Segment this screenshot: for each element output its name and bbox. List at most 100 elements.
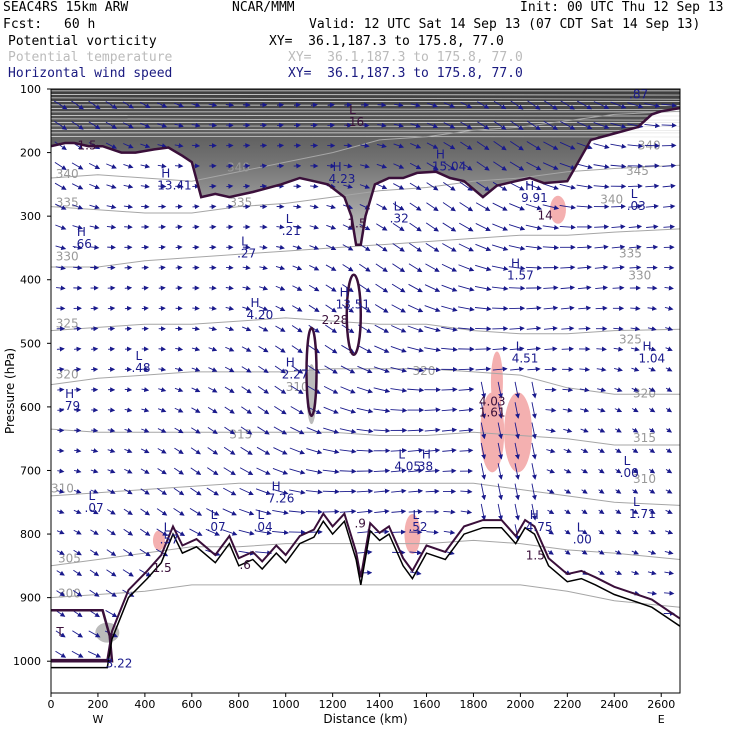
wind-vector [191,407,201,413]
wind-vector [241,386,252,394]
wind-vector [306,427,322,435]
wind-vector [72,630,84,638]
wind-vector [459,181,473,191]
wind-vector [665,407,673,413]
wind-vector [123,143,134,149]
extremum-value: 1.57 [507,269,534,283]
extremum-marker: L [412,508,419,522]
x-tick-label: 600 [181,698,202,711]
extremum-marker: L [241,234,248,248]
wind-vector [594,264,609,270]
wind-vector [107,407,116,413]
extremum-value: .48 [131,361,150,375]
wind-vector [190,447,201,455]
wind-vector [157,488,168,495]
extremum-value: 1.5 [153,561,172,575]
wind-vector [474,285,492,292]
wind-vector [661,122,677,128]
wind-vector [665,488,673,494]
wind-vector [340,386,356,394]
wind-vector [424,347,442,353]
wind-vector [377,102,387,108]
wind-vector [105,142,117,149]
wind-vector [260,163,268,169]
wind-vector [356,407,374,414]
wind-vector [409,202,422,211]
wind-vector [158,285,166,291]
wind-vector [391,283,406,293]
wind-vector [107,489,116,494]
wind-vector [256,467,271,475]
wind-vector [593,164,610,170]
wind-vector [376,183,388,190]
wind-vector [664,285,674,291]
wind-vector [645,203,659,209]
wind-vector [224,386,235,393]
wind-vector [581,529,588,535]
wind-vector [107,509,116,515]
wind-vector [223,467,236,476]
wind-vector [614,549,622,555]
wind-vector [89,569,100,577]
extremum-marker: H [77,225,86,239]
wind-vector [492,223,509,231]
wind-vector [307,385,321,394]
wind-vector [158,265,166,271]
wind-vector [610,101,627,109]
extremum-marker: L [89,489,96,503]
wind-vector [559,224,576,230]
wind-vector [375,263,388,273]
wind-vector [663,203,676,209]
wind-vector [577,244,593,250]
wind-vector [647,570,657,576]
wind-vector [577,285,592,291]
wind-vector [56,346,65,352]
wind-vector [547,529,555,535]
wind-vector [123,528,134,536]
wind-vector [106,163,117,169]
extremum-marker: H [340,285,349,299]
wind-vector [356,428,374,434]
extremum-value: .52 [408,520,427,534]
wind-vector [224,426,236,435]
wind-vector [409,162,422,170]
wind-vector [527,346,542,352]
wind-vector [293,122,301,128]
wind-vector [480,463,487,480]
wind-vector [373,366,390,374]
isentrope-305 [51,539,680,567]
wind-vector [191,367,201,372]
wind-vector [175,224,183,230]
wind-vector [376,203,388,210]
extremum-value: 3.22 [106,657,133,671]
wind-vector [107,468,116,474]
wind-vector [531,463,537,480]
wind-vector [309,265,320,271]
extremum-marker: L [211,508,218,522]
wind-vector [441,387,458,393]
wind-vector [340,407,357,414]
wind-vector [409,242,423,252]
wind-vector [508,224,526,231]
wind-vector [390,367,408,373]
wind-vector [54,182,67,190]
wind-vector [358,283,371,293]
wind-vector [323,385,339,394]
wind-vector [326,163,336,169]
wind-vector [390,407,408,413]
wind-vector [613,366,623,372]
wind-vector [373,408,391,414]
wind-vector [665,346,673,352]
wind-vector [224,366,235,373]
x-axis-label: Distance (km) [323,712,407,726]
wind-vector [375,243,388,252]
wind-vector [613,326,624,332]
wind-vector [123,204,134,210]
wind-vector [425,468,440,474]
isentrope-label: 340 [600,192,623,206]
wind-vector [158,183,167,189]
wind-vector [508,285,526,291]
wind-vector [140,143,151,149]
wind-vector [257,385,269,394]
wind-vector [526,120,541,131]
